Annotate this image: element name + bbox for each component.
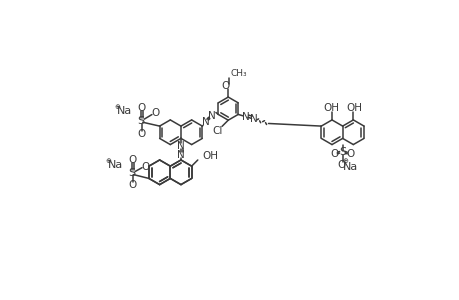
Text: O: O xyxy=(137,103,145,113)
Text: O: O xyxy=(140,162,149,172)
Text: Cl: Cl xyxy=(212,126,222,136)
Text: N: N xyxy=(202,117,210,127)
Text: Na: Na xyxy=(116,106,132,116)
Text: ⊕: ⊕ xyxy=(114,104,120,110)
Text: Na: Na xyxy=(107,160,123,170)
Text: O: O xyxy=(151,108,159,118)
Text: CH₃: CH₃ xyxy=(230,70,246,79)
Text: S: S xyxy=(128,168,135,178)
Text: N: N xyxy=(177,150,185,160)
Text: O: O xyxy=(128,155,136,165)
Text: N: N xyxy=(249,114,257,124)
Text: N: N xyxy=(208,111,216,121)
Text: O: O xyxy=(346,149,354,159)
Text: S: S xyxy=(137,116,145,127)
Text: Na: Na xyxy=(342,162,357,172)
Text: OH: OH xyxy=(202,151,218,161)
Text: O: O xyxy=(138,129,146,139)
Text: ⊕: ⊕ xyxy=(342,158,348,164)
Text: N: N xyxy=(177,141,185,151)
Text: S: S xyxy=(338,147,346,157)
Text: N: N xyxy=(241,112,249,122)
Text: OH: OH xyxy=(323,103,338,112)
Text: O: O xyxy=(337,160,345,170)
Text: ⊕: ⊕ xyxy=(105,158,111,164)
Text: OH: OH xyxy=(345,103,361,112)
Text: O: O xyxy=(129,180,137,190)
Text: O: O xyxy=(221,81,230,91)
Text: O: O xyxy=(330,149,338,159)
